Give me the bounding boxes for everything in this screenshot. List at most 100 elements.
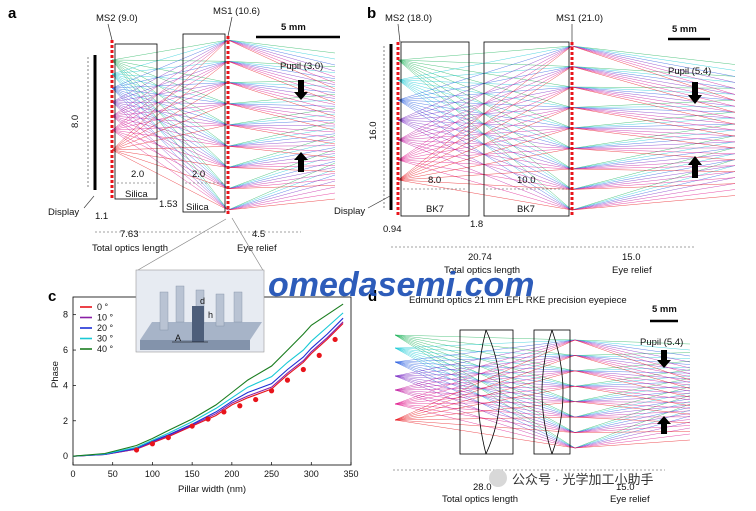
ray xyxy=(394,355,691,377)
legend-label: 0 ° xyxy=(97,302,109,312)
eye-relief-label-b: Eye relief xyxy=(612,265,652,276)
data-marker xyxy=(284,377,291,383)
ray xyxy=(394,339,691,421)
y-axis-label: Phase xyxy=(50,361,61,388)
total-length-b: 20.74 xyxy=(468,252,492,263)
ray xyxy=(397,45,736,181)
x-tick-label: 100 xyxy=(145,469,160,479)
bk7-slab-2 xyxy=(483,41,570,217)
inset-a-label: A xyxy=(175,333,181,343)
x-tick-label: 250 xyxy=(264,469,279,479)
data-marker xyxy=(332,336,338,343)
ray xyxy=(394,355,691,421)
x-tick-label: 200 xyxy=(224,469,239,479)
series-line-4 xyxy=(72,303,344,457)
y-tick-label: 4 xyxy=(63,380,68,390)
ray xyxy=(394,419,691,433)
data-marker xyxy=(189,423,195,429)
data-marker xyxy=(149,441,156,447)
ray xyxy=(111,39,336,151)
eye-relief-value-d: 15.0 xyxy=(616,482,635,493)
series-line-1 xyxy=(72,321,344,457)
eye-relief-value-b: 15.0 xyxy=(622,252,641,263)
pupil-arrow-bottom-a xyxy=(294,152,308,172)
silica-slab-2 xyxy=(182,33,226,213)
data-marker xyxy=(205,416,211,422)
pupil-label-b: Pupil (5.4) xyxy=(668,66,711,77)
y-tick-label: 2 xyxy=(63,416,68,426)
ray xyxy=(111,124,336,151)
panel-d: d Edmund optics 21 mm EFL RKE precision … xyxy=(368,288,691,505)
watermark-text: omedasemi.com xyxy=(268,266,534,304)
height-label-a: 8.0 xyxy=(70,115,81,128)
scale-bar-label-d: 5 mm xyxy=(652,304,677,315)
silica1-width: 2.0 xyxy=(131,169,144,180)
y-tick-label: 0 xyxy=(63,451,68,461)
data-marker xyxy=(133,447,140,453)
panel-b: b MS2 (18.0) MS1 (21.0) 5 mm 16.0 8.0 BK… xyxy=(334,5,736,276)
data-marker xyxy=(237,403,243,409)
total-label-a: Total optics length xyxy=(92,243,168,254)
gap-label-a: 1.53 xyxy=(159,199,178,210)
data-marker xyxy=(268,388,275,394)
x-tick-label: 150 xyxy=(185,469,200,479)
chart-legend: 0 °10 °20 °30 °40 ° xyxy=(80,302,114,354)
pupil-arrow-bottom-d xyxy=(657,416,671,434)
bk1-label: BK7 xyxy=(426,204,444,215)
d1-label-b: 0.94 xyxy=(383,224,402,235)
x-tick-label: 0 xyxy=(70,469,75,479)
ray xyxy=(394,389,691,433)
wechat-watermark-text: 公众号 · 光学加工小助手 xyxy=(512,472,654,487)
legend-label: 20 ° xyxy=(97,323,114,333)
inset-d-label: d xyxy=(200,296,205,306)
silica1-label: Silica xyxy=(125,189,148,200)
eye-relief-value-a: 4.5 xyxy=(252,229,265,240)
ray xyxy=(394,401,691,421)
display-label-b: Display xyxy=(334,206,365,217)
silica-slab-1 xyxy=(114,43,158,200)
ms2-label-a: MS2 (9.0) xyxy=(96,13,138,24)
panel-a-letter: a xyxy=(8,5,17,22)
y-tick-label: 6 xyxy=(63,345,68,355)
eye-relief-label-d: Eye relief xyxy=(610,494,650,505)
d1-label-a: 1.1 xyxy=(95,211,108,222)
scale-bar-label-b: 5 mm xyxy=(672,24,697,35)
x-tick-label: 50 xyxy=(108,469,118,479)
ray xyxy=(394,386,691,421)
scale-bar-label-a: 5 mm xyxy=(281,22,306,33)
panel-c: c 0 50 100 150 200 250 300 350 0 2 4 6 8 Phase Pilla… xyxy=(48,288,359,495)
gap-label-b: 1.8 xyxy=(470,219,483,230)
legend-label: 10 ° xyxy=(97,313,114,323)
data-marker xyxy=(316,352,322,358)
phase-chart: 0 50 100 150 200 250 300 350 0 2 4 6 8 xyxy=(63,303,359,479)
total-length-a: 7.63 xyxy=(120,229,139,240)
ray xyxy=(397,66,736,181)
data-marker xyxy=(221,409,227,415)
display-label-a: Display xyxy=(48,207,79,218)
ray xyxy=(394,416,691,424)
bk7-slab-1 xyxy=(400,41,470,217)
bk2-label: BK7 xyxy=(517,204,535,215)
panel-c-letter: c xyxy=(48,288,56,305)
legend-label: 30 ° xyxy=(97,334,114,344)
pupil-label-a: Pupil (3.0) xyxy=(280,61,323,72)
y-tick-label: 8 xyxy=(63,310,68,320)
pupil-arrow-top-a xyxy=(294,80,308,100)
ms2-label-b: MS2 (18.0) xyxy=(385,13,432,24)
silica2-width: 2.0 xyxy=(192,169,205,180)
silica2-label: Silica xyxy=(186,202,209,213)
eyepiece-title: Edmund optics 21 mm EFL RKE precision ey… xyxy=(409,295,627,306)
data-marker xyxy=(253,396,259,403)
ray xyxy=(397,107,736,141)
data-marker xyxy=(165,434,171,441)
ms1-label-a: MS1 (10.6) xyxy=(213,6,260,17)
total-label-b: Total optics length xyxy=(444,265,520,276)
ray xyxy=(394,419,691,449)
pillar-inset: A d h xyxy=(135,217,265,353)
legend-label: 40 ° xyxy=(97,344,114,354)
wechat-watermark: 公众号 · 光学加工小助手 xyxy=(489,469,654,487)
bk1-width: 8.0 xyxy=(428,175,441,186)
panel-a: a MS2 (9.0) MS1 (10.6) 5 mm 8.0 2.0 Sili… xyxy=(8,5,340,254)
ray-trace-d xyxy=(394,334,691,449)
